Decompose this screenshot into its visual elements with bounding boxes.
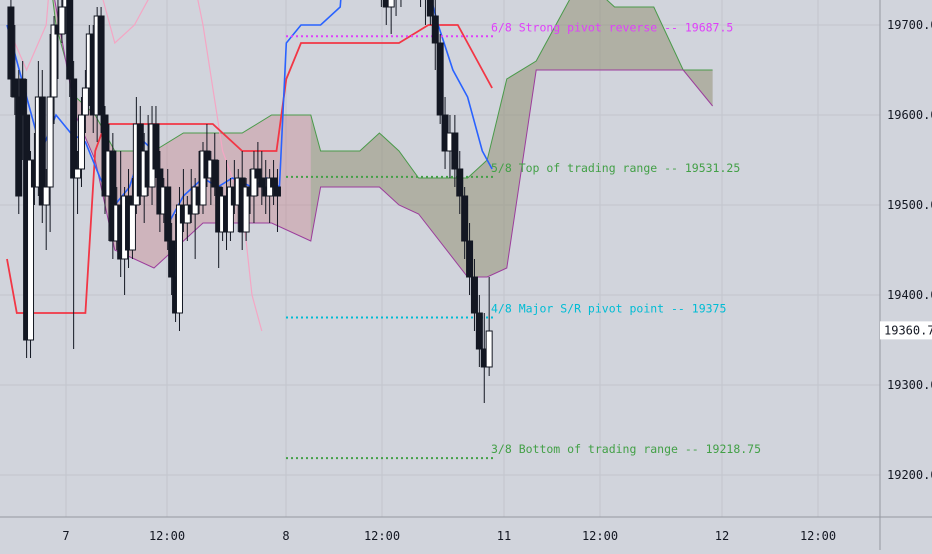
candle-body — [97, 15, 105, 116]
murrey-level-label: 5/8 Top of trading range -- 19531.25 — [491, 161, 740, 175]
candle-body — [42, 186, 50, 206]
candle-body — [11, 78, 19, 98]
candle-body — [254, 168, 262, 179]
candle-body — [485, 330, 493, 368]
murrey-level-label: 3/8 Bottom of trading range -- 19218.75 — [491, 442, 761, 456]
candles — [7, 0, 493, 403]
murrey-math-levels: 8/8 Ultimate resistance -- 200007/8 Weak… — [286, 20, 761, 460]
candle-body — [258, 177, 266, 188]
candle-body — [128, 204, 136, 251]
candle-body — [431, 15, 439, 44]
candle-body — [77, 114, 85, 170]
price-tick-label: 19600.00 — [887, 108, 932, 122]
murrey-level-label: 4/8 Major S/R pivot point -- 19375 — [491, 302, 726, 316]
candle-body — [168, 240, 176, 278]
candle-body — [387, 0, 395, 8]
candle-body — [38, 96, 46, 206]
candle-body — [164, 186, 172, 242]
candle-body — [461, 195, 469, 242]
time-tick-label: 11 — [497, 529, 511, 543]
last-price-badge — [880, 321, 932, 340]
time-tick-label: 12 — [715, 529, 729, 543]
last-price-label: 19360.70 — [884, 323, 932, 337]
candle-body — [50, 24, 58, 98]
candle-body — [62, 0, 70, 8]
candle-body — [475, 312, 483, 350]
price-tick-label: 19700.00 — [887, 18, 932, 32]
price-markers: 19997.6419360.70 — [880, 321, 932, 340]
candle-body — [74, 168, 82, 179]
time-tick-label: 12:00 — [364, 529, 400, 543]
time-tick-label: 12:00 — [582, 529, 618, 543]
candle-body — [426, 0, 434, 17]
candle-body — [70, 78, 78, 179]
candle-body — [270, 177, 278, 188]
price-tick-label: 19300.00 — [887, 378, 932, 392]
time-tick-label: 12:00 — [149, 529, 185, 543]
candle-body — [242, 186, 250, 233]
candle-body — [175, 204, 183, 314]
time-tick-label: 8 — [282, 529, 289, 543]
candle-body — [211, 159, 219, 188]
candle-body — [470, 276, 478, 314]
candle-body — [226, 186, 234, 233]
cloud-area-bullish — [310, 0, 713, 277]
candle-body — [152, 123, 160, 170]
candle-body — [66, 0, 74, 80]
candle-body — [46, 96, 54, 188]
candle-body — [58, 6, 66, 35]
price-tick-label: 19400.00 — [887, 288, 932, 302]
candle-body — [250, 168, 258, 197]
candle-body — [466, 240, 474, 278]
candle-body — [81, 87, 89, 116]
price-axis: 19200.00 19300.00 19400.00 19500.00 19600.00… — [879, 0, 932, 550]
candle-body — [451, 132, 459, 170]
chikou-span-line — [6, 0, 263, 332]
time-tick-label: 12:00 — [800, 529, 836, 543]
candle-body — [109, 150, 117, 242]
candle-body — [27, 159, 35, 341]
candle-body — [436, 42, 444, 116]
price-tick-label: 19200.00 — [887, 468, 932, 482]
candle-body — [7, 6, 15, 80]
price-tick-label: 19500.00 — [887, 198, 932, 212]
candle-body — [15, 96, 23, 197]
candle-body — [19, 78, 27, 116]
candle-body — [273, 186, 281, 197]
candle-body — [456, 168, 464, 197]
candle-body — [382, 0, 390, 8]
murrey-level-label: 6/8 Strong pivot reverse -- 19687.5 — [491, 20, 733, 34]
time-tick-label: 7 — [62, 529, 69, 543]
time-axis: 7 12:00 8 12:00 11 12:00 12 12:00 — [0, 516, 932, 543]
